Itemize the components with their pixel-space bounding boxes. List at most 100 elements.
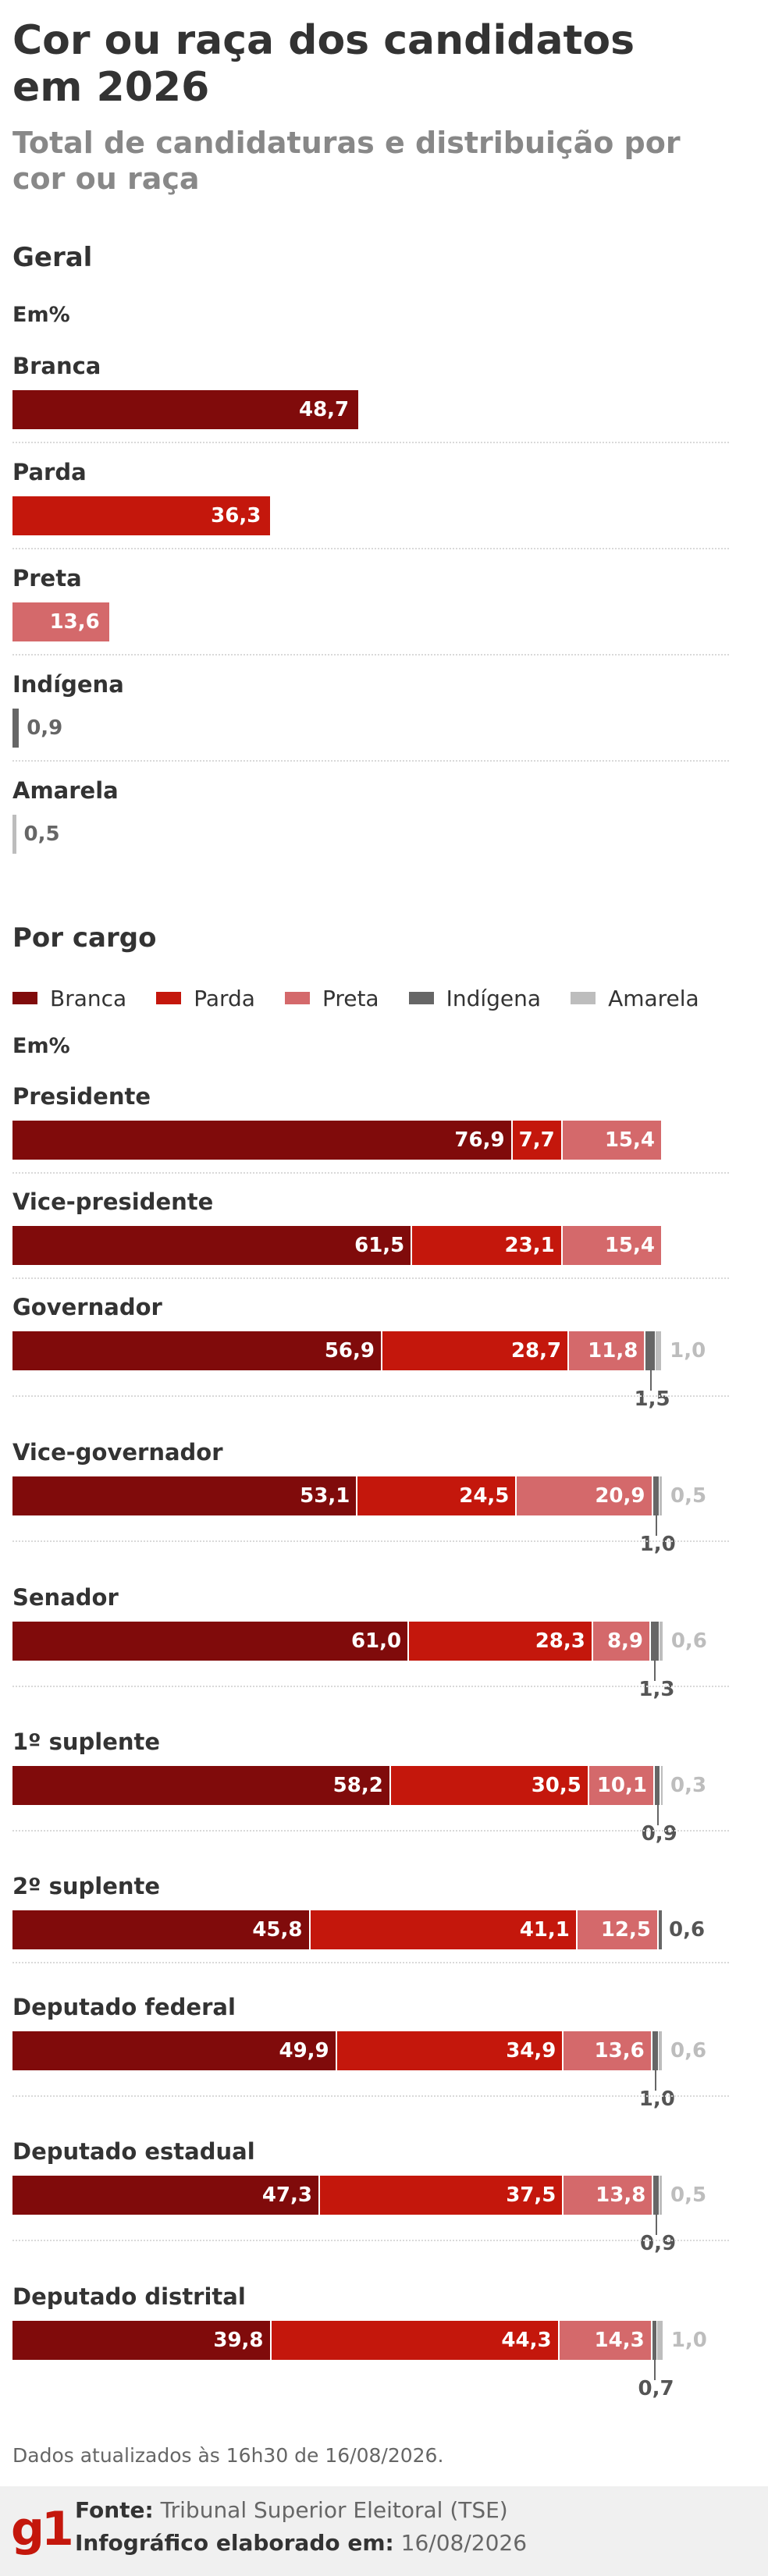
segment-parda bbox=[336, 2031, 564, 2070]
value-label-amarela: 0,5 bbox=[23, 823, 60, 846]
legend-label-parda: Parda bbox=[194, 985, 255, 1011]
separator bbox=[12, 1830, 729, 1832]
segment-indigena bbox=[655, 1766, 661, 1805]
credit-line: Infográfico elaborado em: 16/08/2026 bbox=[75, 2530, 527, 2556]
legend-item-indigena: Indígena bbox=[408, 985, 542, 1011]
source-value: Tribunal Superior Eleitoral (TSE) bbox=[160, 2497, 508, 2523]
segment-preta bbox=[564, 2176, 654, 2215]
segment-parda bbox=[382, 1331, 570, 1370]
legend-swatch-amarela bbox=[571, 992, 596, 1004]
bar-parda bbox=[12, 496, 271, 535]
value-label-preta: 20,9 bbox=[595, 1484, 645, 1508]
segment-indigena bbox=[659, 1910, 663, 1949]
segment-branca bbox=[12, 1121, 513, 1160]
value-label-branca: 45,8 bbox=[252, 1918, 303, 1942]
section-title-por-cargo: Por cargo bbox=[12, 922, 157, 954]
segment-amarela bbox=[659, 2031, 663, 2070]
value-label-branca: 61,5 bbox=[354, 1234, 405, 1257]
value-label-parda: 30,5 bbox=[531, 1774, 581, 1797]
segment-preta bbox=[569, 1331, 646, 1370]
segment-indigena bbox=[651, 1622, 660, 1661]
value-label-parda: 34,9 bbox=[506, 2039, 556, 2063]
separator bbox=[12, 654, 729, 656]
category-label-deputado-estadual: Deputado estadual bbox=[12, 2138, 255, 2165]
bar-indigena bbox=[12, 709, 20, 748]
category-label-senador: Senador bbox=[12, 1584, 119, 1611]
separator bbox=[12, 1395, 729, 1397]
segment-amarela bbox=[659, 1622, 663, 1661]
segment-branca bbox=[12, 2031, 337, 2070]
legend-item-branca: Branca bbox=[12, 986, 126, 1011]
credit-label: Infográfico elaborado em: bbox=[75, 2530, 394, 2556]
value-label-preta: 14,3 bbox=[594, 2329, 645, 2352]
segment-parda bbox=[320, 2176, 564, 2215]
category-label-vice-governador: Vice-governador bbox=[12, 1439, 223, 1466]
segment-parda bbox=[409, 1622, 593, 1661]
value-label-preta: 11,8 bbox=[588, 1339, 638, 1363]
section-title-geral: Geral bbox=[12, 242, 93, 273]
category-label-vice-presidente: Vice-presidente bbox=[12, 1189, 214, 1215]
value-label-indigena: 1,5 bbox=[634, 1387, 670, 1411]
legend-swatch-parda bbox=[156, 992, 182, 1004]
legend-label-preta: Preta bbox=[322, 985, 379, 1011]
value-label-indigena: 0,9 bbox=[640, 2232, 677, 2255]
value-label-preta: 13,6 bbox=[49, 610, 100, 634]
bar-preta bbox=[12, 602, 109, 641]
category-label-deputado-federal: Deputado federal bbox=[12, 1994, 236, 2020]
legend-label-branca: Branca bbox=[50, 985, 127, 1011]
segment-branca bbox=[12, 1622, 410, 1661]
separator bbox=[12, 548, 729, 549]
category-label-deputado-distrital: Deputado distrital bbox=[12, 2283, 246, 2310]
legend-item-amarela: Amarela bbox=[571, 986, 699, 1011]
separator bbox=[12, 1962, 729, 1963]
value-label-indigena: 1,0 bbox=[638, 2087, 675, 2111]
segment-branca bbox=[12, 1331, 382, 1370]
value-label-parda: 37,5 bbox=[506, 2183, 556, 2207]
value-label-indigena: 0,9 bbox=[27, 716, 63, 740]
leader-line-indigena bbox=[654, 1661, 656, 1681]
page-title: Cor ou raça dos candidatos em 2026 bbox=[12, 17, 635, 111]
segment-parda bbox=[357, 1476, 517, 1515]
value-label-branca: 76,9 bbox=[454, 1128, 505, 1152]
category-label-parda: Parda bbox=[12, 459, 87, 485]
value-label-parda: 28,7 bbox=[510, 1339, 562, 1363]
segment-parda bbox=[512, 1121, 563, 1160]
segment-branca bbox=[12, 1766, 391, 1805]
value-label-preta: 8,9 bbox=[606, 1629, 643, 1653]
value-label-indigena: 0,7 bbox=[638, 2377, 674, 2400]
separator bbox=[12, 2095, 729, 2097]
value-label-parda: 24,5 bbox=[459, 1484, 510, 1508]
segment-indigena bbox=[645, 1331, 656, 1370]
value-label-parda: 36,3 bbox=[211, 504, 261, 528]
value-label-amarela: 0,6 bbox=[670, 1629, 707, 1653]
segment-preta bbox=[562, 1226, 663, 1265]
value-label-preta: 10,1 bbox=[596, 1774, 647, 1797]
segment-indigena bbox=[652, 2031, 659, 2070]
credit-value: 16/08/2026 bbox=[400, 2530, 528, 2556]
update-note: Dados atualizados às 16h30 de 16/08/2026… bbox=[12, 2444, 444, 2467]
value-label-amarela: 0,6 bbox=[670, 2039, 707, 2063]
category-label-presidente: Presidente bbox=[12, 1083, 151, 1110]
page-subtitle: Total de candidaturas e distribuição por… bbox=[12, 126, 681, 196]
footer: g1 Fonte: Tribunal Superior Eleitoral (T… bbox=[0, 2486, 768, 2576]
category-label-branca: Branca bbox=[12, 353, 101, 379]
unit-label-cargo: Em% bbox=[12, 1034, 70, 1058]
value-label-amarela: 1,0 bbox=[670, 1339, 706, 1363]
separator bbox=[12, 2240, 729, 2241]
leader-line-indigena bbox=[656, 2215, 658, 2235]
segment-preta bbox=[564, 2031, 652, 2070]
chart-legend: Branca Parda Preta Indígena Amarela bbox=[12, 982, 729, 1014]
segment-branca bbox=[12, 1226, 413, 1265]
value-label-indigena: 1,0 bbox=[639, 1533, 676, 1556]
legend-label-amarela: Amarela bbox=[608, 985, 699, 1011]
segment-preta bbox=[588, 1766, 655, 1805]
source-label: Fonte: bbox=[75, 2497, 154, 2523]
value-label-preta: 13,8 bbox=[596, 2183, 646, 2207]
segment-amarela bbox=[659, 1476, 663, 1515]
leader-line-indigena bbox=[653, 2360, 656, 2380]
segment-branca bbox=[12, 2321, 272, 2360]
leader-line-indigena bbox=[649, 1370, 652, 1391]
legend-label-indigena: Indígena bbox=[446, 985, 542, 1011]
value-label-branca: 39,8 bbox=[213, 2329, 264, 2352]
category-label-2-suplente: 2º suplente bbox=[12, 1873, 161, 1899]
